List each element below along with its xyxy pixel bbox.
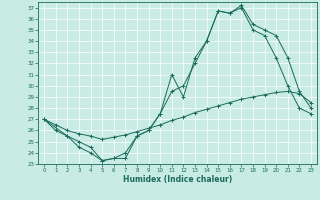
- X-axis label: Humidex (Indice chaleur): Humidex (Indice chaleur): [123, 175, 232, 184]
